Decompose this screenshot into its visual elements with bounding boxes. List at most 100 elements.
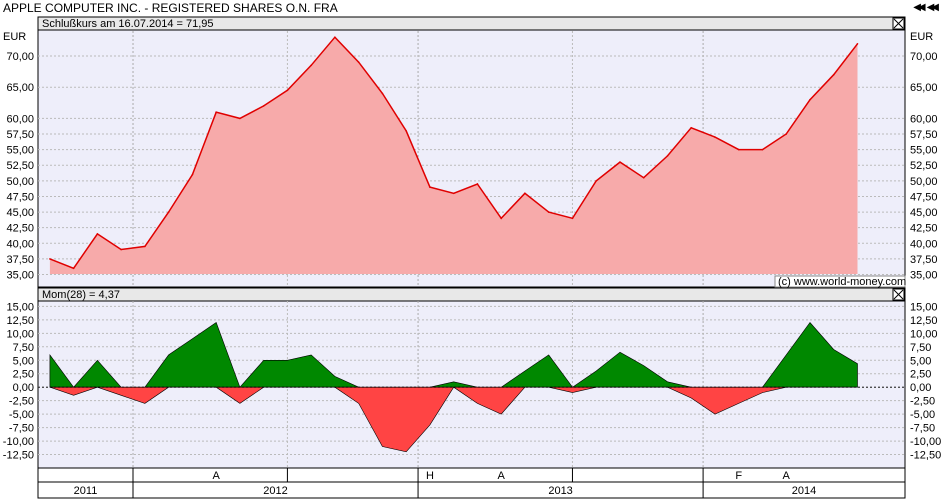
price-tick-label: 65,00 <box>6 82 34 94</box>
price-point <box>191 173 194 176</box>
price-point <box>381 92 384 95</box>
mom-tick-label: -2,50 <box>9 396 34 408</box>
price-point <box>476 183 479 185</box>
price-tick-label: 60,00 <box>6 113 34 125</box>
first-page-icon[interactable]: ◀◀ <box>913 2 925 13</box>
mom-tick-label: -12,50 <box>910 450 941 462</box>
price-point <box>856 43 859 45</box>
mom-tick-label: 5,00 <box>910 355 931 367</box>
price-point <box>429 186 431 188</box>
price-point <box>571 217 574 220</box>
price-point <box>167 211 170 213</box>
mom-tick-label: 5,00 <box>13 355 34 367</box>
price-point <box>96 233 99 235</box>
price-point <box>310 64 312 67</box>
price-point <box>405 130 407 132</box>
price-point <box>286 89 289 92</box>
mom-tick-label: 12,50 <box>910 315 938 327</box>
price-point <box>714 136 716 138</box>
price-tick-label: 55,00 <box>910 145 938 157</box>
price-point <box>500 217 502 220</box>
mom-tick-label: 7,50 <box>910 342 931 354</box>
mom-tick-label: 10,00 <box>6 328 34 340</box>
price-header: Schlußkurs am 16.07.2014 = 71,95 <box>42 18 214 30</box>
price-point <box>524 192 526 195</box>
price-tick-label: 50,00 <box>910 176 938 188</box>
mom-tick-label: 15,00 <box>910 301 938 313</box>
year-label: 2012 <box>263 485 287 497</box>
price-tick-label: 37,50 <box>6 254 34 266</box>
price-point <box>452 192 455 195</box>
mom-tick-label: 10,00 <box>910 328 938 340</box>
mom-tick-label: 15,00 <box>6 301 34 313</box>
price-tick-label: 35,00 <box>910 270 938 282</box>
mom-tick-label: -7,50 <box>9 423 34 435</box>
price-unit-right: EUR <box>910 31 933 43</box>
price-tick-label: 47,50 <box>910 191 938 203</box>
month-label: H <box>426 470 434 482</box>
price-point <box>785 133 788 135</box>
price-point <box>666 155 669 157</box>
month-label: A <box>783 470 791 482</box>
price-point <box>357 61 360 64</box>
price-tick-label: 45,00 <box>6 207 34 219</box>
price-point <box>72 267 75 270</box>
price-point <box>334 36 336 39</box>
price-tick-label: 57,50 <box>910 129 938 141</box>
price-unit-left: EUR <box>3 31 26 43</box>
mom-tick-label: -2,50 <box>910 396 935 408</box>
price-close-icon[interactable] <box>892 17 905 30</box>
month-label: A <box>212 470 220 482</box>
price-point <box>49 258 51 260</box>
mom-tick-label: 12,50 <box>6 315 34 327</box>
price-tick-label: 40,00 <box>6 238 34 250</box>
window-title: APPLE COMPUTER INC. - REGISTERED SHARES … <box>3 1 338 15</box>
nav-buttons: ◀◀ ◀◀ <box>913 2 940 14</box>
price-tick-label: 65,00 <box>910 82 938 94</box>
mom-tick-label: -7,50 <box>910 423 935 435</box>
mom-tick-label: -5,00 <box>9 409 34 421</box>
price-point <box>832 73 835 76</box>
mom-tick-label: 2,50 <box>910 369 931 381</box>
price-tick-label: 50,00 <box>6 176 34 188</box>
price-tick-label: 57,50 <box>6 129 34 141</box>
price-area <box>49 37 858 275</box>
price-tick-label: 40,00 <box>910 238 938 250</box>
mom-tick-label: 0,00 <box>910 382 931 394</box>
price-tick-label: 45,00 <box>910 207 938 219</box>
price-point <box>262 105 265 107</box>
mom-close-icon[interactable] <box>892 288 905 301</box>
mom-header: Mom(28) = 4,37 <box>42 289 120 301</box>
price-point <box>120 248 122 251</box>
price-point <box>690 126 693 129</box>
price-point <box>809 98 811 101</box>
price-tick-label: 35,00 <box>6 270 34 282</box>
prev-page-icon[interactable]: ◀◀ <box>926 2 939 13</box>
price-point <box>595 180 598 182</box>
mom-tick-label: 7,50 <box>13 342 34 354</box>
month-label: A <box>498 470 506 482</box>
mom-tick-label: 0,00 <box>13 382 34 394</box>
year-label: 2014 <box>792 485 816 497</box>
price-tick-label: 52,50 <box>910 160 938 172</box>
price-tick-label: 47,50 <box>6 191 34 203</box>
mom-tick-label: -5,00 <box>910 409 935 421</box>
price-point <box>642 176 645 179</box>
price-point <box>547 211 550 213</box>
price-tick-label: 52,50 <box>6 160 34 172</box>
month-axis <box>37 467 906 483</box>
year-axis <box>37 481 906 499</box>
mom-tick-label: -10,00 <box>910 436 941 448</box>
price-point <box>761 148 764 151</box>
copyright: (c) www.world-money.com <box>778 276 906 288</box>
price-tick-label: 55,00 <box>6 145 34 157</box>
price-point <box>737 148 740 151</box>
price-point <box>215 111 217 113</box>
mom-header-bar <box>37 287 906 302</box>
price-tick-label: 70,00 <box>910 51 938 63</box>
price-tick-label: 37,50 <box>910 254 938 266</box>
price-tick-label: 70,00 <box>6 51 34 63</box>
price-tick-label: 42,50 <box>910 223 938 235</box>
mom-tick-label: -10,00 <box>3 436 34 448</box>
